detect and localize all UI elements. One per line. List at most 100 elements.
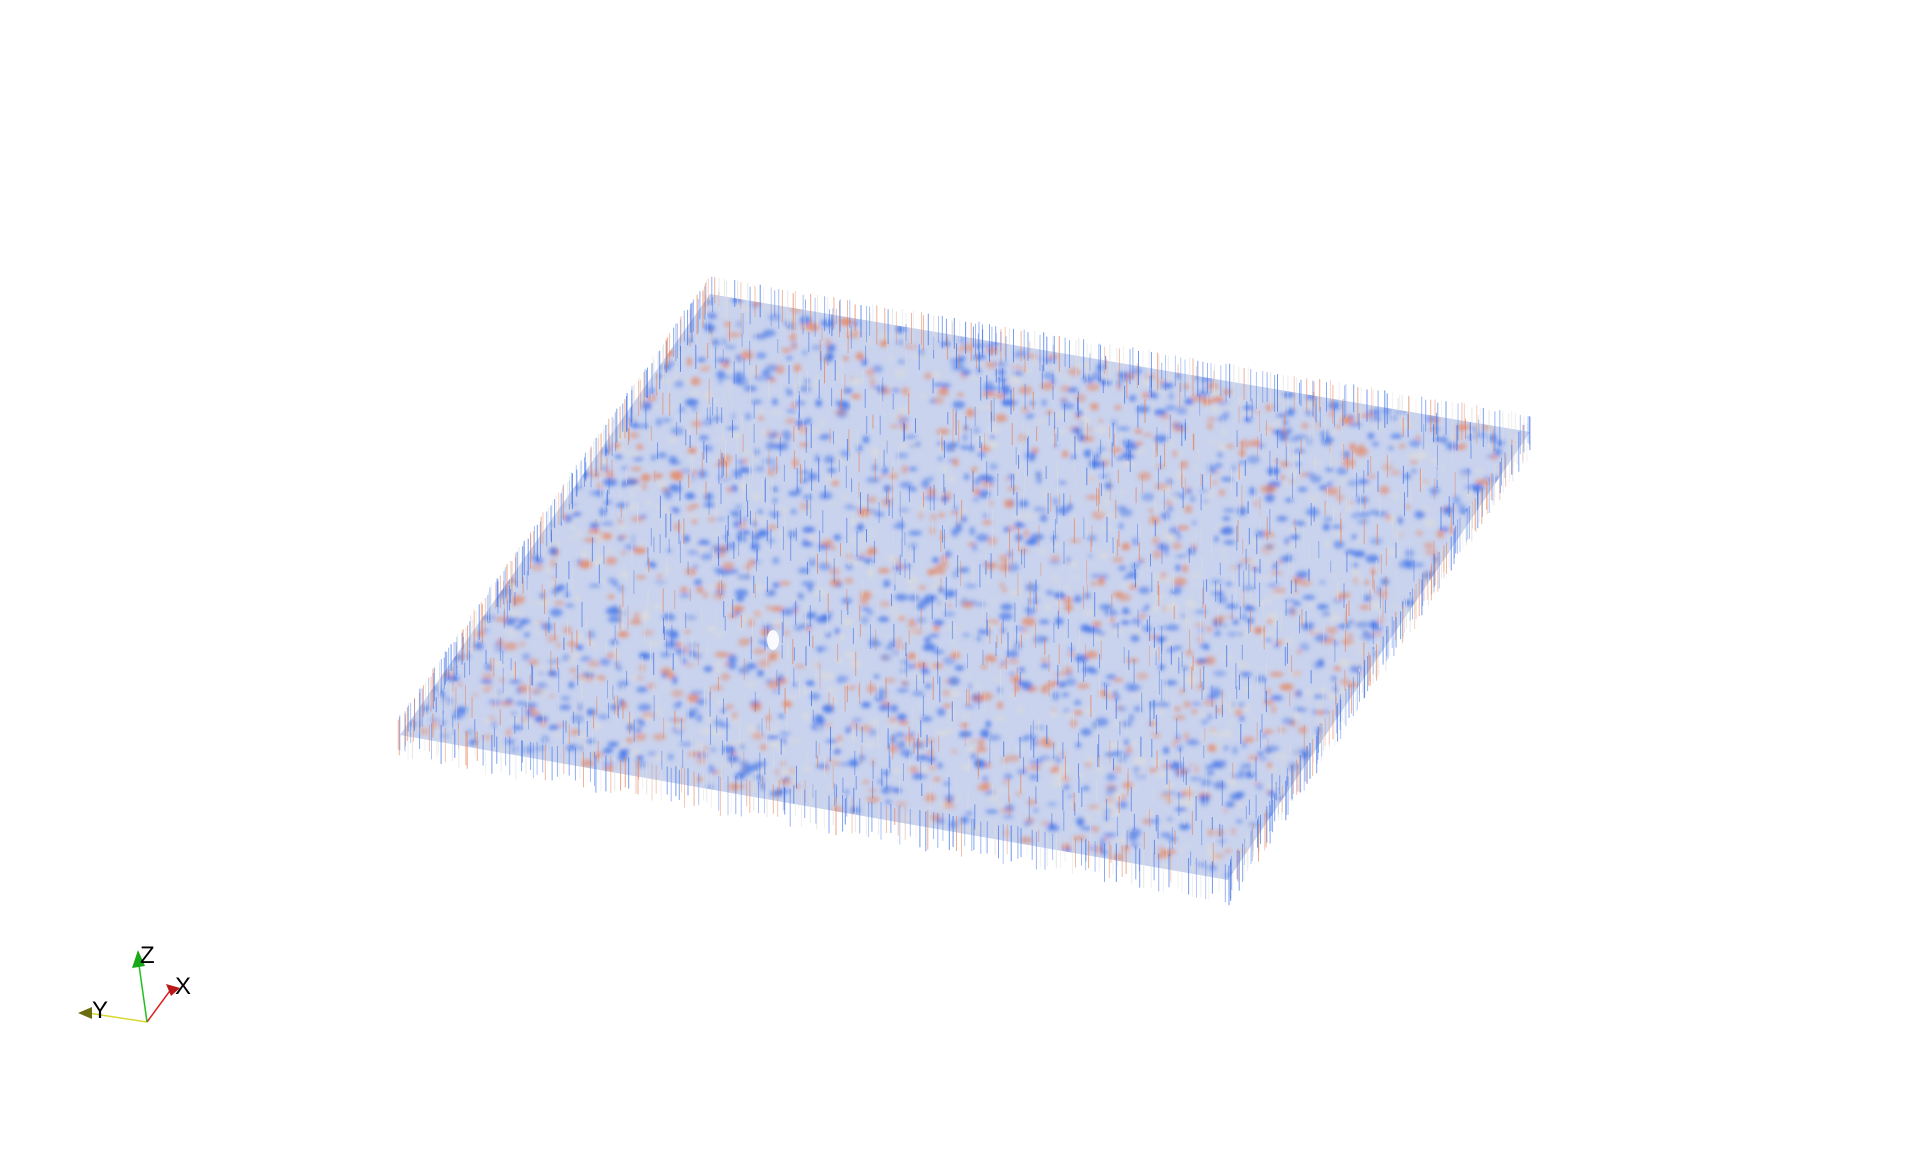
texture-blotch: [1224, 848, 1232, 854]
texture-blotch: [671, 484, 682, 493]
texture-blotch: [1007, 659, 1020, 664]
texture-blotch: [1036, 475, 1043, 484]
texture-blotch: [765, 363, 778, 372]
texture-blotch: [938, 512, 945, 518]
texture-blotch: [1067, 503, 1073, 511]
texture-blotch: [1212, 480, 1219, 485]
texture-blotch: [1028, 599, 1040, 604]
texture-blotch: [976, 405, 987, 409]
texture-blotch: [1007, 486, 1019, 492]
texture-blotch: [548, 546, 558, 556]
texture-blotch: [636, 754, 644, 761]
texture-blotch: [1106, 772, 1117, 782]
texture-blotch: [1172, 541, 1182, 550]
texture-blotch: [998, 612, 1013, 621]
texture-blotch: [1109, 616, 1115, 623]
texture-blotch: [932, 575, 941, 580]
texture-blotch: [750, 492, 758, 497]
texture-blotch: [1052, 691, 1059, 701]
texture-blotch: [1065, 678, 1077, 686]
texture-blotch: [602, 761, 616, 766]
texture-blotch: [536, 682, 548, 689]
texture-blotch: [994, 801, 1007, 807]
texture-blotch: [1200, 794, 1210, 802]
texture-blotch: [1060, 398, 1068, 404]
texture-blotch: [785, 418, 796, 425]
texture-blotch: [692, 406, 697, 411]
texture-blotch: [1219, 548, 1229, 554]
texture-blotch: [727, 486, 732, 493]
texture-blotch: [722, 561, 734, 571]
texture-blotch: [1280, 461, 1289, 468]
texture-blotch: [1072, 836, 1086, 841]
texture-blotch: [1269, 671, 1284, 677]
texture-blotch: [1299, 642, 1310, 652]
texture-blotch: [748, 425, 756, 432]
volume-slab[interactable]: [397, 276, 1531, 906]
texture-blotch: [1014, 672, 1021, 676]
texture-blotch: [999, 663, 1006, 668]
texture-blotch: [903, 416, 909, 423]
texture-blotch: [842, 494, 849, 502]
texture-blotch: [1051, 574, 1060, 582]
texture-blotch: [878, 704, 890, 711]
texture-blotch: [679, 742, 693, 747]
texture-blotch: [1090, 574, 1101, 578]
texture-blotch: [554, 601, 565, 605]
texture-blotch: [684, 615, 697, 621]
texture-blotch: [659, 577, 664, 582]
texture-blotch: [800, 477, 809, 484]
texture-blotch: [1089, 403, 1099, 411]
texture-blotch: [960, 623, 965, 628]
texture-blotch: [882, 770, 890, 776]
texture-blotch: [1004, 804, 1015, 812]
texture-blotch: [885, 588, 891, 595]
texture-blotch: [1329, 410, 1335, 417]
texture-blotch: [1138, 559, 1143, 565]
texture-blotch: [1288, 672, 1301, 677]
texture-blotch: [637, 761, 647, 768]
texture-blotch: [1179, 823, 1191, 830]
texture-blotch: [690, 377, 701, 386]
texture-blotch: [916, 703, 924, 709]
texture-blotch: [1174, 807, 1188, 812]
texture-blotch: [767, 434, 776, 439]
texture-blotch: [898, 720, 909, 725]
texture-blotch: [1329, 573, 1339, 578]
texture-blotch: [1100, 682, 1112, 687]
texture-blotch: [1115, 838, 1130, 843]
texture-blotch: [843, 356, 849, 362]
texture-blotch: [692, 653, 702, 659]
texture-blotch: [973, 487, 980, 496]
texture-blotch: [1307, 517, 1313, 526]
texture-blotch: [851, 319, 860, 327]
texture-blotch: [1060, 402, 1075, 410]
texture-blotch: [439, 734, 451, 738]
texture-blotch: [1457, 473, 1469, 478]
texture-blotch: [718, 629, 725, 637]
texture-blotch: [535, 674, 540, 679]
texture-blotch: [964, 473, 970, 481]
texture-blotch: [1190, 395, 1204, 402]
texture-blotch: [814, 454, 820, 462]
texture-blotch: [1430, 458, 1439, 464]
texture-blotch: [870, 377, 875, 387]
texture-blotch: [1336, 593, 1344, 600]
texture-blotch: [968, 684, 973, 689]
texture-blotch: [1323, 517, 1334, 521]
texture-blotch: [1095, 717, 1109, 727]
texture-blotch: [1144, 604, 1151, 610]
texture-blotch: [1357, 519, 1369, 525]
texture-blotch: [637, 423, 651, 428]
texture-blotch: [733, 378, 742, 384]
texture-blotch: [1287, 469, 1300, 477]
texture-blotch: [727, 654, 738, 664]
texture-blotch: [775, 721, 780, 727]
texture-blotch: [1040, 821, 1051, 826]
texture-blotch: [972, 542, 978, 552]
texture-blotch: [896, 406, 910, 414]
texture-blotch: [1084, 761, 1093, 768]
texture-blotch: [611, 533, 620, 537]
